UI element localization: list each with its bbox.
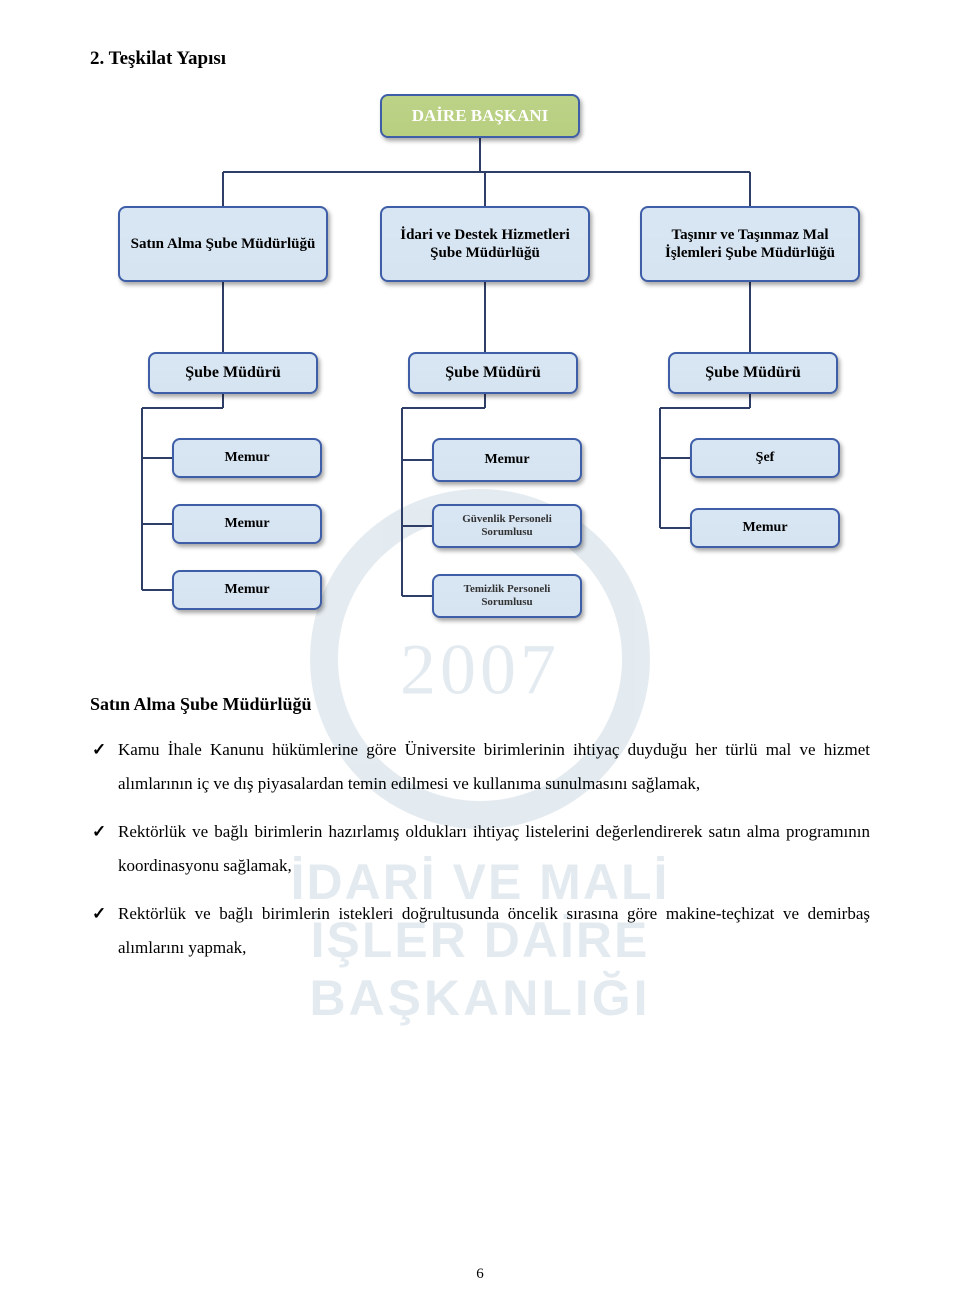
page-number: 6 [476,1266,484,1283]
c1-memur-3: Memur [172,570,322,610]
c3-sef: Şef [690,438,840,478]
mgr-2: Şube Müdürü [408,352,578,394]
c1-memur-1: Memur [172,438,322,478]
list-item: Kamu İhale Kanunu hükümlerine göre Ünive… [118,733,870,801]
c1-memur-2: Memur [172,504,322,544]
org-chart: DAİRE BAŞKANI Satın Alma Şube Müdürlüğü İd… [90,94,870,654]
page-heading: 2. Teşkilat Yapısı [90,48,870,70]
list-item: Rektörlük ve bağlı birimlerin istekleri … [118,897,870,965]
section-title: Satın Alma Şube Müdürlüğü [90,694,870,715]
list-item: Rektörlük ve bağlı birimlerin hazırlamış… [118,815,870,883]
org-root: DAİRE BAŞKANI [380,94,580,138]
dept-tasinir: Taşınır ve Taşınmaz Mal İşlemleri Şube M… [640,206,860,282]
c2-guvenlik: Güvenlik Personeli Sorumlusu [432,504,582,548]
dept-idari: İdari ve Destek Hizmetleri Şube Müdürlüğ… [380,206,590,282]
bullet-list: Kamu İhale Kanunu hükümlerine göre Ünive… [90,733,870,965]
c2-temizlik: Temizlik Personeli Sorumlusu [432,574,582,618]
c3-memur: Memur [690,508,840,548]
c2-memur: Memur [432,438,582,482]
mgr-1: Şube Müdürü [148,352,318,394]
mgr-3: Şube Müdürü [668,352,838,394]
dept-satin: Satın Alma Şube Müdürlüğü [118,206,328,282]
